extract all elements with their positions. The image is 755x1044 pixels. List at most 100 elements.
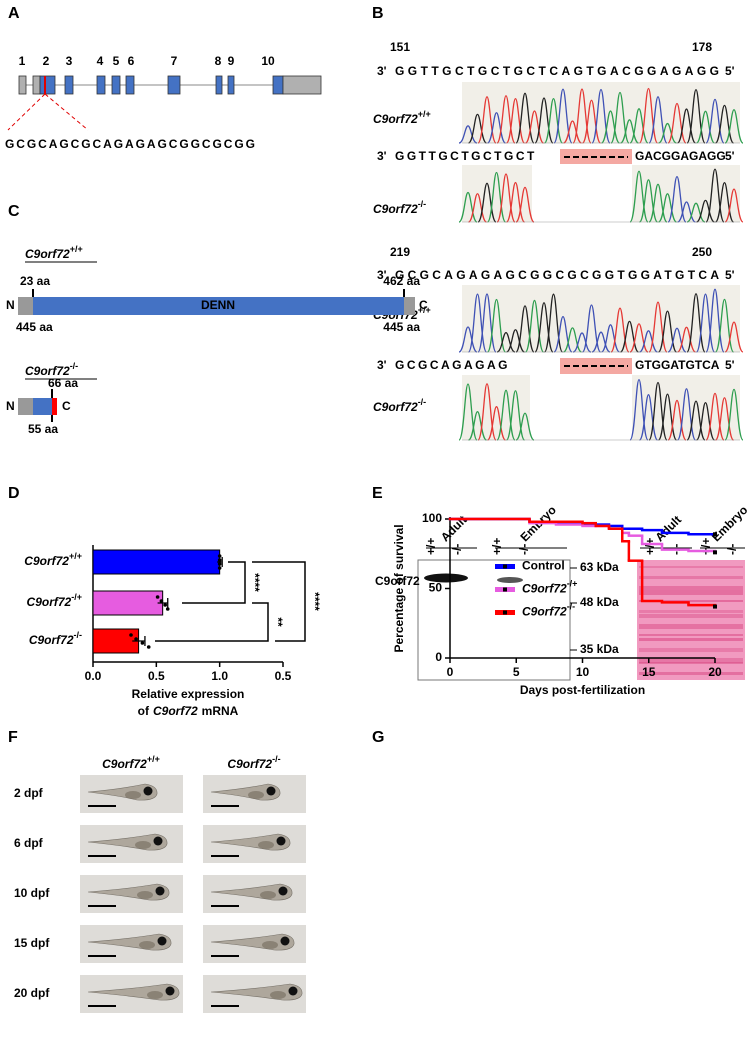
error-bar	[132, 636, 146, 646]
fish-gut	[262, 941, 278, 949]
lane-genotype: +/+	[643, 538, 657, 555]
category-label: C9orf72-/-	[29, 630, 82, 647]
chromatogram-trace	[677, 201, 696, 223]
error-bar	[157, 598, 169, 608]
ponceau-stain	[637, 560, 745, 680]
chromatogram-trace	[724, 321, 744, 353]
chromatogram-trace	[601, 324, 620, 353]
column-header: C9orf72+/+	[102, 754, 160, 771]
chromatogram-trace	[648, 183, 668, 223]
stain-band	[639, 590, 743, 595]
gene-name: C9orf72	[373, 112, 418, 126]
chromatogram-trace	[658, 122, 677, 144]
fish-eye	[143, 786, 153, 796]
fish-gut	[260, 891, 276, 899]
stain-band	[639, 586, 743, 590]
x-tick-label: 5	[513, 665, 520, 679]
group-label: Embryo	[709, 503, 750, 544]
sequence: GACGGAGAGG	[635, 149, 726, 163]
stain-band	[639, 624, 743, 629]
genotype-superscript: -/-	[74, 630, 83, 640]
chromatogram-trace	[496, 173, 516, 223]
protein-terminus	[18, 398, 33, 415]
strand-end: 3'	[377, 268, 387, 282]
protein-terminus	[18, 297, 33, 315]
position-start: 151	[390, 40, 410, 54]
exon-number: 9	[228, 54, 235, 68]
fish-eye	[288, 986, 298, 996]
exon-number: 7	[171, 54, 178, 68]
exon-number: 1	[19, 54, 26, 68]
panel-label: D	[8, 485, 20, 502]
protein-domain	[33, 297, 404, 315]
fish-gut	[137, 891, 153, 899]
chromatogram-trace	[486, 171, 507, 223]
panel-label: F	[8, 729, 18, 746]
domain-label: DENN	[201, 298, 235, 312]
zoom-line	[7, 93, 46, 131]
fish-eye	[266, 786, 276, 796]
chromatogram-trace	[695, 401, 716, 441]
data-point	[129, 633, 133, 637]
chromatogram-trace	[515, 92, 535, 144]
genotype-label: C9orf72+/+	[373, 109, 431, 126]
fish-eye	[280, 936, 290, 946]
exon	[167, 75, 181, 95]
chromatogram-trace	[658, 193, 677, 223]
chromatogram-trace	[677, 326, 696, 353]
chromatogram-trace	[667, 399, 687, 441]
significance-bracket	[252, 561, 306, 642]
fish-gut	[258, 841, 274, 849]
x-tick-label: 0.5	[275, 669, 292, 683]
stain-band	[639, 648, 743, 652]
fish-gut	[125, 791, 141, 799]
bar	[92, 549, 221, 575]
lane-genotype: +/+	[424, 538, 438, 555]
stain-band	[639, 658, 743, 663]
chromatogram-trace	[468, 193, 487, 223]
stain-band	[639, 610, 743, 613]
fish-eye	[153, 836, 163, 846]
genotype-superscript: -/-	[418, 397, 427, 407]
chromatogram-trace	[705, 392, 725, 441]
censor-mark	[713, 550, 717, 555]
chromatogram-trace	[458, 191, 478, 223]
x-tick-label: 20	[708, 665, 722, 679]
exon	[32, 75, 41, 95]
chromatogram-trace	[581, 99, 602, 144]
chromatogram-trace	[610, 307, 630, 353]
chromatogram-trace	[572, 88, 592, 144]
group-label: Adult	[652, 513, 684, 545]
gene-name: C9orf72	[24, 554, 69, 568]
data-point	[165, 607, 170, 611]
exon	[96, 75, 106, 95]
protein-label: C9orf72	[375, 574, 420, 588]
gene-name: C9orf72	[522, 605, 567, 619]
legend-label: Control	[522, 559, 565, 573]
lane-genotype: +/+	[490, 538, 504, 555]
site-label: 66 aa	[48, 376, 78, 390]
stain-band	[639, 614, 743, 618]
category-label: C9orf72-/+	[27, 592, 82, 609]
bar	[92, 628, 140, 654]
chromatogram-trace	[629, 378, 649, 441]
strand-end: 5'	[725, 358, 735, 372]
stain-band	[639, 634, 743, 636]
stain-band	[639, 638, 743, 641]
deletion-gap	[532, 164, 632, 223]
x-axis-label-part: of	[138, 704, 150, 718]
bar	[92, 590, 164, 616]
chromatogram-trace	[496, 389, 516, 441]
chromatogram-trace	[505, 181, 526, 223]
legend-label: C9orf72-/+	[522, 579, 577, 596]
category-label: C9orf72+/+	[24, 551, 82, 568]
chromatogram-trace	[724, 109, 744, 144]
chromatogram-trace	[696, 199, 715, 223]
site-label: 55 aa	[28, 422, 58, 436]
chromatogram-trace	[714, 181, 735, 223]
chromatogram-trace	[486, 406, 507, 441]
chromatogram-trace	[486, 112, 507, 144]
x-tick-label: 0	[447, 665, 454, 679]
x-tick-label: 1.0	[211, 669, 228, 683]
